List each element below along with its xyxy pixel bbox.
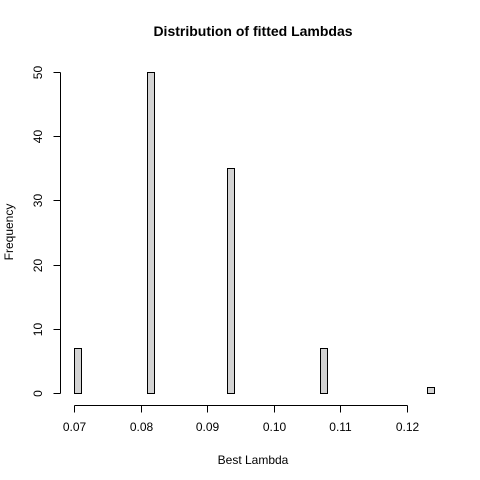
x-tick-label: 0.11	[329, 420, 352, 434]
histogram-bar-1	[147, 72, 155, 394]
y-tick-label: 40	[31, 130, 45, 144]
histogram-bar-2	[227, 168, 235, 394]
y-tick-label: 10	[31, 323, 45, 337]
histogram-bar-0	[74, 348, 82, 394]
x-tick-label: 0.08	[130, 420, 154, 434]
x-tick-label: 0.10	[263, 420, 287, 434]
x-tick-label: 0.07	[63, 420, 87, 434]
x-axis-label: Best Lambda	[218, 453, 289, 467]
histogram-bar-3	[320, 348, 328, 394]
y-axis-label: Frequency	[2, 204, 16, 261]
y-tick-label: 30	[31, 194, 45, 208]
y-axis: 0 10 20 30 40 50	[31, 66, 61, 397]
x-axis: 0.07 0.08 0.09 0.10 0.11 0.12	[63, 405, 420, 434]
y-tick-label: 20	[31, 259, 45, 273]
x-tick-label: 0.09	[196, 420, 220, 434]
x-tick-label: 0.12	[396, 420, 420, 434]
y-tick-label: 50	[31, 66, 45, 80]
histogram-bar-4	[427, 387, 435, 394]
bars-layer	[74, 72, 435, 394]
chart-title: Distribution of fitted Lambdas	[153, 23, 352, 39]
y-tick-label: 0	[31, 390, 45, 397]
